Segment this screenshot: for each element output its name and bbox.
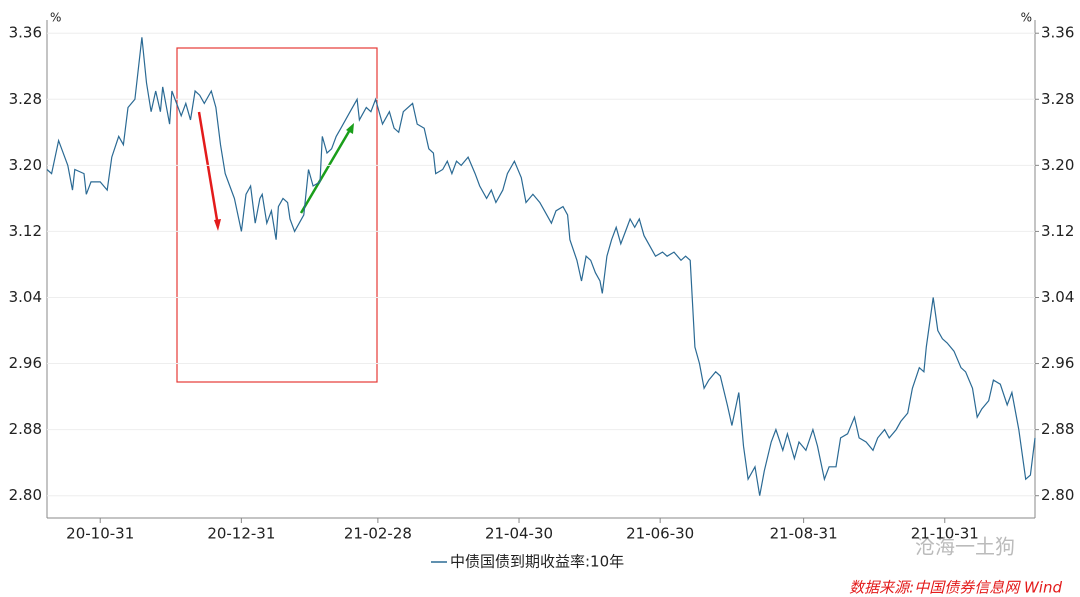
y-tick-label: 3.36 <box>9 24 42 42</box>
down-arrow-head <box>214 219 221 231</box>
x-tick-label: 21-04-30 <box>485 525 553 543</box>
down-arrow <box>197 111 220 227</box>
y2-tick-label: 2.80 <box>1041 486 1074 504</box>
y-tick-label: 2.80 <box>9 486 42 504</box>
up-arrow-head <box>346 123 354 134</box>
y-tick-label: 3.20 <box>9 156 42 174</box>
x-tick-label: 20-12-31 <box>207 525 275 543</box>
watermark: 沧海一土狗 <box>915 535 1015 559</box>
y2-tick-label: 3.20 <box>1041 156 1074 174</box>
y2-unit: % <box>1021 11 1032 25</box>
y-tick-label: 3.04 <box>9 288 42 306</box>
x-tick-label: 21-02-28 <box>344 525 412 543</box>
x-tick-label: 21-06-30 <box>626 525 694 543</box>
y2-tick-label: 2.88 <box>1041 420 1074 438</box>
y2-tick-label: 3.04 <box>1041 288 1074 306</box>
source: 数据来源:中国债券信息网 Wind <box>849 579 1062 597</box>
up-arrow <box>299 127 353 214</box>
y2-tick-label: 3.36 <box>1041 24 1074 42</box>
x-tick-label: 21-10-31 <box>911 525 979 543</box>
y2-tick-label: 3.28 <box>1041 90 1074 108</box>
highlight-box <box>176 47 378 383</box>
y-unit: % <box>50 11 61 25</box>
y-tick-label: 2.96 <box>9 354 42 372</box>
y-tick-label: 2.88 <box>9 420 42 438</box>
legend-label: 中债国债到期收益率:10年 <box>450 553 624 571</box>
x-tick-label: 21-08-31 <box>770 525 838 543</box>
x-tick-label: 20-10-31 <box>66 525 134 543</box>
y2-tick-label: 2.96 <box>1041 354 1074 372</box>
y-tick-label: 3.12 <box>9 222 42 240</box>
y2-tick-label: 3.12 <box>1041 222 1074 240</box>
y-tick-label: 3.28 <box>9 90 42 108</box>
series-line <box>46 37 1036 496</box>
